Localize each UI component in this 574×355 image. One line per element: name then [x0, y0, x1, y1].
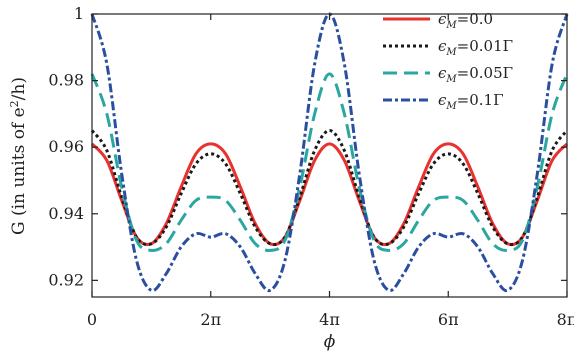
- x-tick-label-4: 8π: [557, 310, 574, 329]
- series-line-2: [90, 72, 569, 252]
- x-tick-label-1: 2π: [200, 310, 221, 329]
- plot-frame: [91, 13, 568, 298]
- series-line-1: [90, 129, 569, 246]
- x-tick-label-2: 4π: [319, 310, 340, 329]
- y-axis-title-prefix: G (in units of e: [9, 107, 29, 235]
- legend-label-2: ϵM=0.05Γ: [438, 64, 513, 85]
- x-tick-label-3: 6π: [438, 310, 459, 329]
- y-axis-title: G (in units of e2/h): [8, 77, 29, 235]
- y-axis-title-sup: 2: [8, 100, 21, 107]
- legend-label-0: ϵM=0.0: [438, 10, 493, 31]
- series-line-0: [90, 142, 569, 247]
- series-layer: [90, 12, 569, 293]
- y-tick-label-1: 0.94: [48, 204, 84, 223]
- y-tick-label-4: 1: [74, 4, 84, 23]
- legend-label-1: ϵM=0.01Γ: [438, 37, 513, 58]
- x-tick-label-0: 0: [87, 310, 97, 329]
- y-tick-label-2: 0.96: [48, 137, 84, 156]
- series-line-3: [90, 12, 569, 293]
- legend-label-3: ϵM=0.1Γ: [438, 91, 504, 112]
- legend: ϵM=0.0 ϵM=0.01Γ ϵM=0.05Γ ϵM=0.1Γ: [383, 10, 513, 112]
- ticks-layer: 0 2π 4π 6π 8π 0.92 0.94 0.96 0.98 1: [48, 4, 574, 329]
- x-axis-title: ϕ: [324, 332, 336, 352]
- y-axis-title-suffix: /h): [9, 77, 29, 100]
- y-tick-label-3: 0.98: [48, 71, 84, 90]
- y-tick-label-0: 0.92: [48, 270, 84, 289]
